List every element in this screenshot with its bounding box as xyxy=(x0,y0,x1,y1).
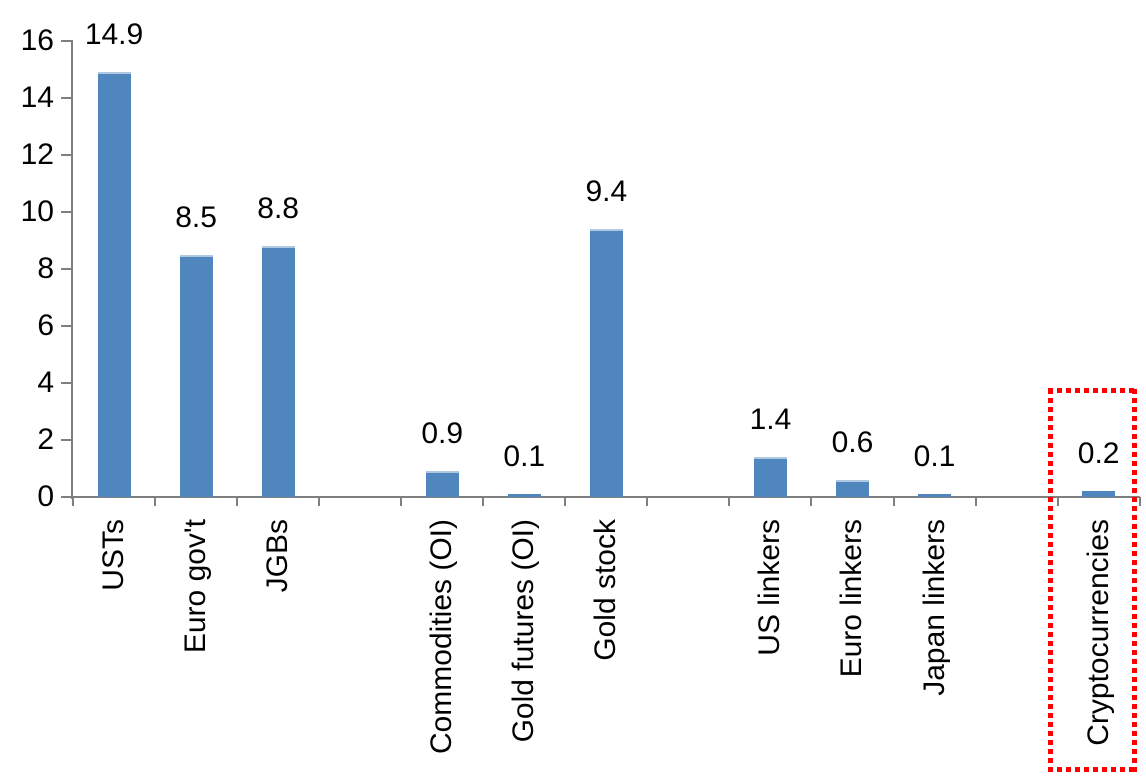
y-axis-tick xyxy=(61,40,71,42)
highlight-box-edge-top xyxy=(1047,388,1137,393)
x-axis-tick xyxy=(236,497,239,506)
y-axis-tick xyxy=(61,154,71,156)
bar-value-label: 0.1 xyxy=(503,440,546,474)
y-axis-tick xyxy=(61,325,71,327)
category-label: Euro gov't xyxy=(179,519,213,654)
y-axis-tick-label: 16 xyxy=(20,24,54,57)
bar xyxy=(589,229,623,497)
bar xyxy=(261,246,295,497)
highlight-box-edge-left xyxy=(1047,388,1053,772)
x-axis-tick xyxy=(72,497,74,506)
x-axis-tick xyxy=(1138,497,1141,506)
category-label: Euro linkers xyxy=(835,519,869,678)
category-label: Commodities (OI) xyxy=(425,519,459,755)
category-label: USTs xyxy=(97,519,131,591)
bar xyxy=(507,494,541,497)
y-axis-tick-label: 6 xyxy=(37,309,54,342)
bar-value-label: 1.4 xyxy=(749,403,792,437)
highlight-box-edge-right xyxy=(1131,388,1137,772)
bar-value-label: 8.5 xyxy=(175,200,217,234)
bar-value-label: 0.9 xyxy=(421,417,464,451)
x-axis-tick xyxy=(892,497,895,506)
x-axis-tick xyxy=(810,497,813,506)
y-axis-tick xyxy=(61,382,71,384)
y-axis-tick xyxy=(61,439,71,441)
category-label: US linkers xyxy=(753,519,787,656)
x-axis-tick xyxy=(318,497,321,506)
bar xyxy=(1082,491,1116,497)
y-axis-line xyxy=(71,40,73,499)
bar-value-label: 14.9 xyxy=(84,18,144,52)
y-axis-tick-label: 0 xyxy=(37,480,54,513)
y-axis-tick-label: 10 xyxy=(20,195,54,228)
highlight-box-edge-bottom xyxy=(1047,767,1137,772)
x-axis-tick xyxy=(1056,497,1059,506)
bar xyxy=(179,254,213,497)
y-axis-tick xyxy=(61,211,71,213)
y-axis-tick-label: 2 xyxy=(37,423,54,456)
bar-value-label: 9.4 xyxy=(585,175,628,209)
y-axis-tick-label: 12 xyxy=(20,138,54,171)
category-label: Gold futures (OI) xyxy=(507,519,541,743)
bar xyxy=(753,457,787,497)
category-label: JGBs xyxy=(261,519,295,593)
bar xyxy=(918,494,952,497)
y-axis-tick xyxy=(61,97,71,99)
x-axis-tick xyxy=(482,497,485,506)
x-axis-tick xyxy=(400,497,403,506)
y-axis-tick xyxy=(61,268,71,270)
x-axis-line xyxy=(71,496,1140,498)
highlight-box xyxy=(1047,388,1137,772)
y-axis-tick xyxy=(61,496,71,498)
x-axis-tick xyxy=(646,497,649,506)
bar xyxy=(835,479,869,497)
bar-value-label: 8.8 xyxy=(257,192,299,226)
x-axis-tick xyxy=(564,497,567,506)
x-axis-tick xyxy=(728,497,731,506)
y-axis-tick-label: 14 xyxy=(20,81,54,114)
bar-value-label: 0.6 xyxy=(831,425,874,459)
bar xyxy=(97,72,131,497)
y-axis-tick-label: 4 xyxy=(37,366,54,399)
x-axis-tick xyxy=(154,497,157,506)
category-label: Japan linkers xyxy=(917,519,951,696)
y-axis-tick-label: 8 xyxy=(37,252,54,285)
x-axis-tick xyxy=(974,497,977,506)
bar-value-label: 0.2 xyxy=(1077,437,1120,471)
category-label: Gold stock xyxy=(589,519,623,661)
bar-value-label: 0.1 xyxy=(913,440,956,474)
bar xyxy=(425,471,459,497)
